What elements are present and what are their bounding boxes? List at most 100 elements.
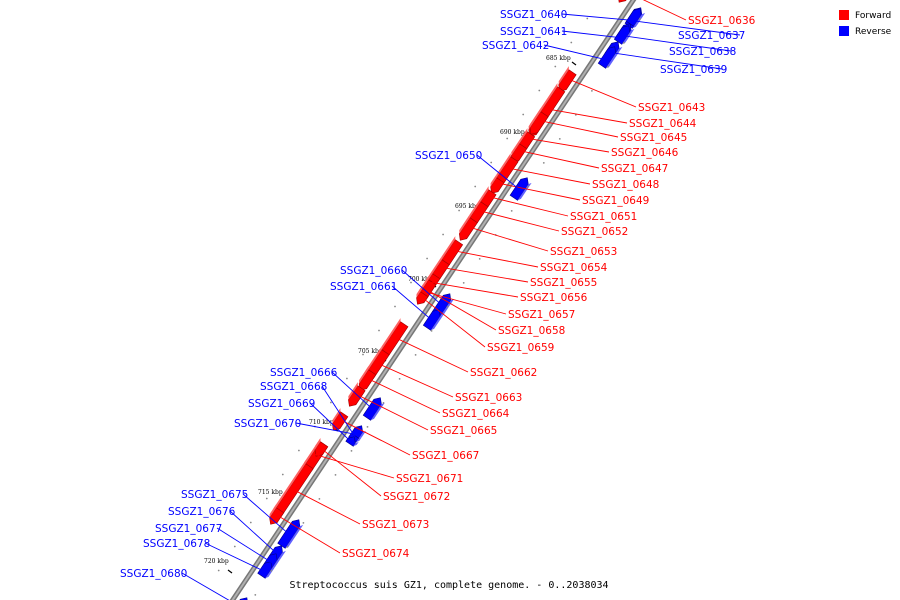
scale-dot	[270, 570, 273, 572]
leader-line-ssgz1_0674	[272, 512, 341, 554]
leader-line-ssgz1_0641	[561, 30, 626, 39]
gene-arrow-ssgz1_0653[interactable]	[458, 217, 478, 241]
gene-label-ssgz1_0653[interactable]: SSGZ1_0653	[550, 246, 617, 258]
scale-dot	[233, 545, 236, 548]
gene-label-ssgz1_0665[interactable]: SSGZ1_0665	[430, 425, 497, 437]
kbp-label-700: 700 kbp	[408, 276, 433, 283]
scale-dot	[542, 162, 545, 164]
gene-arrow-ssgz1_0636[interactable]	[618, 0, 634, 3]
leader-line-ssgz1_0666	[331, 371, 377, 413]
gene-label-ssgz1_0654[interactable]: SSGZ1_0654	[540, 262, 608, 274]
gene-label-ssgz1_0670[interactable]: SSGZ1_0670	[234, 418, 301, 430]
scale-dot	[490, 161, 493, 164]
gene-label-ssgz1_0662[interactable]: SSGZ1_0662	[470, 367, 537, 379]
scale-dot	[378, 329, 380, 332]
gene-label-ssgz1_0669[interactable]: SSGZ1_0669	[248, 398, 315, 410]
leader-line-ssgz1_0655	[437, 266, 529, 283]
gene-label-ssgz1_0641[interactable]: SSGZ1_0641	[500, 26, 567, 38]
gene-label-ssgz1_0674[interactable]: SSGZ1_0674	[342, 548, 410, 560]
gene-arrow-shade-ssgz1_0648	[496, 153, 511, 178]
scale-dot	[586, 17, 589, 20]
gene-label-ssgz1_0658[interactable]: SSGZ1_0658	[498, 325, 565, 337]
gene-arrow-ssgz1_0640[interactable]	[625, 8, 642, 27]
gene-label-ssgz1_0644[interactable]: SSGZ1_0644	[629, 118, 697, 130]
gene-label-ssgz1_0667[interactable]: SSGZ1_0667	[412, 450, 479, 462]
gene-label-ssgz1_0664[interactable]: SSGZ1_0664	[442, 408, 510, 420]
gene-arrow-shade-ssgz1_0652	[469, 198, 481, 218]
gene-arrow-shade-ssgz1_0669	[353, 441, 359, 447]
leader-line-ssgz1_0640	[561, 13, 638, 22]
gene-label-ssgz1_0675[interactable]: SSGZ1_0675	[181, 489, 248, 501]
gene-label-ssgz1_0645[interactable]: SSGZ1_0645	[620, 132, 687, 144]
gene-label-ssgz1_0663[interactable]: SSGZ1_0663	[455, 392, 522, 404]
leader-line-ssgz1_0665	[352, 392, 429, 431]
gene-label-ssgz1_0655[interactable]: SSGZ1_0655	[530, 277, 597, 289]
gene-arrow-shade-ssgz1_0646	[519, 128, 528, 144]
gene-label-ssgz1_0636[interactable]: SSGZ1_0636	[688, 15, 756, 27]
gene-label-ssgz1_0657[interactable]: SSGZ1_0657	[508, 309, 575, 321]
gene-arrow-shade-ssgz1_0677	[271, 558, 281, 569]
gene-label-ssgz1_0649[interactable]: SSGZ1_0649	[582, 195, 649, 207]
leader-line-ssgz1_0650	[476, 154, 524, 193]
gene-label-ssgz1_0671[interactable]: SSGZ1_0671	[396, 473, 463, 485]
gene-arrow-ssgz1_0645[interactable]	[529, 111, 549, 135]
gene-label-ssgz1_0666[interactable]: SSGZ1_0666	[270, 367, 338, 379]
gene-label-ssgz1_0673[interactable]: SSGZ1_0673	[362, 519, 429, 531]
gene-label-ssgz1_0637[interactable]: SSGZ1_0637	[678, 30, 745, 42]
gene-label-ssgz1_0668[interactable]: SSGZ1_0668	[260, 381, 327, 393]
leader-lines	[181, 0, 741, 600]
gene-label-ssgz1_0672[interactable]: SSGZ1_0672	[383, 491, 450, 503]
gene-arrow-ssgz1_0680[interactable]	[234, 597, 248, 600]
gene-label-ssgz1_0648[interactable]: SSGZ1_0648	[592, 179, 659, 191]
leader-line-ssgz1_0676	[229, 510, 281, 557]
scale-dot	[410, 281, 412, 284]
leader-line-ssgz1_0647	[515, 149, 600, 169]
gene-label-ssgz1_0640[interactable]: SSGZ1_0640	[500, 9, 567, 21]
gene-label-ssgz1_0661[interactable]: SSGZ1_0661	[330, 281, 397, 293]
leader-line-ssgz1_0648	[503, 166, 591, 185]
gene-arrow-shade-ssgz1_0642	[605, 51, 620, 69]
scale-dot	[318, 498, 321, 500]
leader-line-ssgz1_0658	[422, 287, 497, 331]
gene-label-ssgz1_0647[interactable]: SSGZ1_0647	[601, 163, 668, 175]
gene-label-ssgz1_0639[interactable]: SSGZ1_0639	[660, 64, 727, 76]
gene-label-ssgz1_0659[interactable]: SSGZ1_0659	[487, 342, 554, 354]
scale-dot	[554, 65, 557, 68]
gene-arrow-ssgz1_0665[interactable]	[348, 385, 366, 407]
leader-line-ssgz1_0677	[216, 527, 275, 565]
gene-label-ssgz1_0642[interactable]: SSGZ1_0642	[482, 40, 549, 52]
gene-arrow-shade-ssgz1_0674	[269, 504, 277, 518]
gene-label-ssgz1_0652[interactable]: SSGZ1_0652	[561, 226, 628, 238]
gene-arrow-shade-ssgz1_0672	[315, 438, 321, 450]
leader-line-ssgz1_0668	[321, 385, 358, 441]
scale-dot	[570, 41, 573, 44]
gene-label-ssgz1_0643[interactable]: SSGZ1_0643	[638, 102, 705, 114]
gene-label-ssgz1_0680[interactable]: SSGZ1_0680	[120, 568, 187, 580]
gene-label-ssgz1_0646[interactable]: SSGZ1_0646	[611, 147, 679, 159]
gene-arrow-ssgz1_0641[interactable]	[613, 25, 631, 45]
gene-label-ssgz1_0656[interactable]: SSGZ1_0656	[520, 292, 588, 304]
gene-label-ssgz1_0677[interactable]: SSGZ1_0677	[155, 523, 222, 535]
scale-dot	[249, 521, 252, 524]
leader-line-ssgz1_0660	[401, 269, 446, 309]
scale-dot	[350, 450, 353, 452]
gene-label-ssgz1_0650[interactable]: SSGZ1_0650	[415, 150, 482, 162]
gene-arrow-ssgz1_0678[interactable]	[257, 561, 273, 579]
scale-dot	[398, 378, 401, 380]
scale-dot	[265, 497, 268, 500]
scale-dot	[217, 569, 220, 572]
scale-dot	[458, 209, 460, 212]
gene-arrow-shade-ssgz1_0653	[459, 214, 470, 234]
gene-arrow-ssgz1_0649[interactable]	[490, 177, 505, 194]
gene-arrow-ssgz1_0642[interactable]	[597, 46, 617, 69]
gene-arrow-ssgz1_0667[interactable]	[332, 411, 349, 431]
gene-label-ssgz1_0676[interactable]: SSGZ1_0676	[168, 506, 236, 518]
gene-labels: SSGZ1_0636 SSGZ1_0637 SSGZ1_0638 SSGZ1_0639…	[120, 9, 756, 580]
gene-label-ssgz1_0660[interactable]: SSGZ1_0660	[340, 265, 407, 277]
gene-label-ssgz1_0638[interactable]: SSGZ1_0638	[669, 46, 736, 58]
gene-arrow-shade-ssgz1_0651	[480, 186, 489, 202]
kbp-label-710: 710 kbp	[309, 419, 334, 426]
gene-label-ssgz1_0678[interactable]: SSGZ1_0678	[143, 538, 210, 550]
gene-label-ssgz1_0651[interactable]: SSGZ1_0651	[570, 211, 637, 223]
scale-dot	[639, 18, 641, 20]
